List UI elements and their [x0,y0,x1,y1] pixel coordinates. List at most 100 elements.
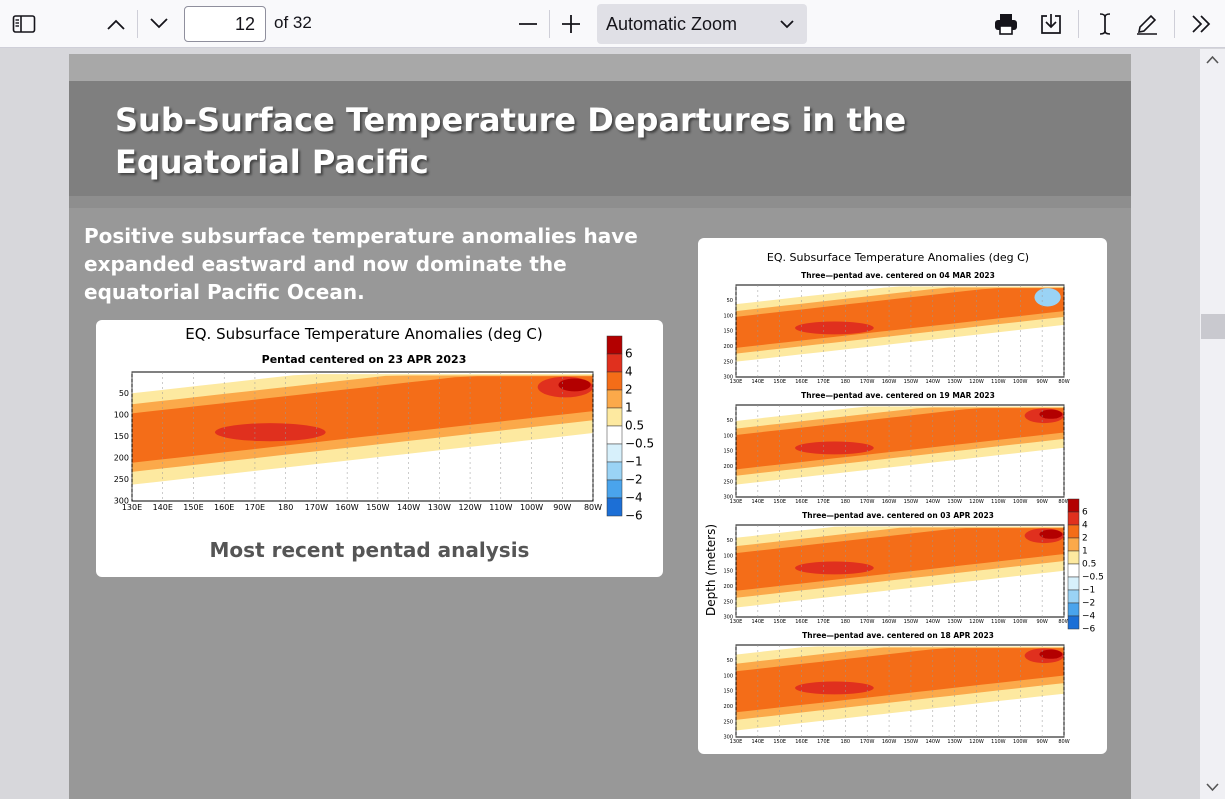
legend-swatch [1067,537,1080,552]
x-tick-label: 170E [817,739,830,745]
panel-3: Three—pentad ave. centered on 03 APR 202… [723,511,1069,625]
left-figure-subtitle: Pentad centered on 23 APR 2023 [262,353,467,366]
anomaly-core-4 [795,321,874,335]
legend-label: −0.5 [1082,573,1104,583]
x-tick-label: 150E [773,739,786,745]
x-tick-label: 130W [947,499,962,505]
y-tick-label: 300 [723,375,733,381]
x-tick-label: 130E [730,739,743,745]
x-tick-label: 80W [1058,739,1069,745]
x-tick-label: 100W [1013,619,1028,625]
legend-label: 1 [1082,547,1088,557]
x-tick-label: 170W [305,503,328,512]
scroll-up-icon[interactable] [1206,55,1219,65]
legend-swatch [1067,511,1080,526]
sidebar-toggle-icon [12,15,36,33]
legend-swatch [606,389,623,409]
pdf-toolbar: of 32 Automatic Zoom [0,0,1225,48]
next-page-button[interactable] [143,8,175,40]
y-tick-label: 100 [723,313,733,319]
x-tick-label: 170W [860,499,875,505]
zoom-out-button[interactable] [512,8,544,40]
zoom-select[interactable]: Automatic Zoom [597,4,807,44]
anomaly-band-2 [736,648,1064,713]
y-tick-label: 200 [723,344,733,350]
slide-header: Sub-Surface Temperature Departures in th… [69,81,1131,196]
previous-page-icon [107,19,125,30]
page-count-label: of 32 [274,13,312,32]
x-tick-label: 110W [991,499,1006,505]
x-tick-label: 170W [860,739,875,745]
x-tick-label: 140E [153,503,173,512]
y-tick-label: 100 [723,553,733,559]
anomaly-core-6 [558,378,591,392]
y-tick-label: 150 [723,569,733,575]
legend-swatch [1067,615,1080,630]
three-pentad-figure: EQ. Subsurface Temperature Anomalies (de… [698,238,1107,754]
print-button[interactable] [990,8,1022,40]
text-tool-button[interactable] [1089,8,1121,40]
previous-page-button[interactable] [100,8,132,40]
scroll-down-icon[interactable] [1206,782,1219,792]
x-tick-label: 160W [882,739,897,745]
x-tick-label: 150W [904,379,919,385]
x-tick-label: 110W [991,739,1006,745]
x-tick-label: 80W [1058,619,1069,625]
x-tick-label: 120W [969,739,984,745]
y-tick-label: 300 [723,735,733,741]
slide-top-band [69,54,1131,81]
y-axis-label: Depth (meters) [704,524,718,616]
x-tick-label: 180 [841,499,851,505]
right-anomaly-chart: EQ. Subsurface Temperature Anomalies (de… [704,251,1104,745]
left-color-legend: 6 4 2 1 0.5 −0.5 −1 −2 −4 −6 [606,335,654,523]
x-tick-label: 140W [926,499,941,505]
x-tick-label: 170E [817,619,830,625]
page-number-input[interactable] [184,6,266,42]
y-tick-label: 150 [723,449,733,455]
y-tick-label: 300 [723,495,733,501]
y-tick-label: 250 [723,599,733,605]
x-tick-label: 170E [817,379,830,385]
toolbar-separator [1174,10,1175,38]
x-tick-label: 120W [969,499,984,505]
x-tick-label: 90W [1036,619,1047,625]
print-icon [995,14,1017,35]
x-tick-label: 90W [1036,739,1047,745]
legend-label: −0.5 [625,437,654,451]
x-tick-label: 110W [489,503,512,512]
panel-2: Three—pentad ave. centered on 19 MAR 202… [723,391,1069,505]
tools-menu-button[interactable] [1185,8,1217,40]
draw-tool-button[interactable] [1131,8,1163,40]
y-tick-label: 150 [723,329,733,335]
anomaly-core-6 [1039,409,1063,419]
legend-swatch [1067,563,1080,578]
legend-label: −1 [1082,586,1095,596]
panel-1: Three—pentad ave. centered on 04 MAR 202… [723,271,1069,385]
x-tick-label: 150E [183,503,203,512]
legend-swatch [606,371,623,391]
legend-label: −2 [625,473,643,487]
next-page-icon [150,18,168,29]
legend-swatch [606,425,623,445]
legend-swatch [1067,550,1080,565]
y-tick-label: 50 [727,298,733,304]
x-tick-label: 140E [752,739,765,745]
save-button[interactable] [1035,8,1067,40]
x-tick-label: 150E [773,619,786,625]
panel-subtitle: Three—pentad ave. centered on 18 APR 202… [802,631,994,640]
x-tick-label: 140E [752,499,765,505]
save-icon [1041,14,1061,34]
toolbar-separator [137,10,138,38]
x-tick-label: 150W [904,739,919,745]
scrollbar-thumb[interactable] [1201,314,1225,339]
chevron-down-icon [780,20,794,29]
legend-swatch [606,407,623,427]
vertical-scrollbar[interactable] [1200,49,1225,799]
zoom-in-button[interactable] [555,8,587,40]
y-tick-label: 50 [119,389,129,398]
cool-anomaly-patch [1034,288,1061,307]
x-tick-label: 100W [1013,739,1028,745]
legend-swatch [1067,498,1080,513]
anomaly-core-4 [214,423,326,442]
sidebar-toggle-button[interactable] [8,8,40,40]
